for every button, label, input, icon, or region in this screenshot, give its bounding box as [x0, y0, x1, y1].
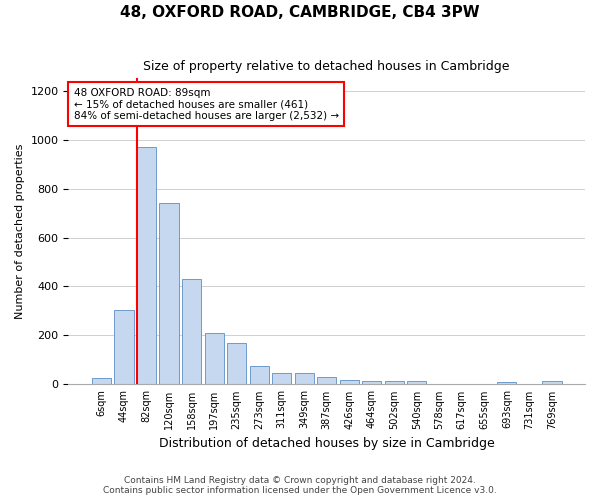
Bar	[295, 372, 314, 384]
Bar	[182, 279, 201, 384]
Bar	[160, 203, 179, 384]
Bar	[137, 147, 156, 384]
Bar	[115, 310, 134, 384]
Bar	[317, 377, 336, 384]
Text: 48 OXFORD ROAD: 89sqm
← 15% of detached houses are smaller (461)
84% of semi-det: 48 OXFORD ROAD: 89sqm ← 15% of detached …	[74, 88, 338, 120]
X-axis label: Distribution of detached houses by size in Cambridge: Distribution of detached houses by size …	[159, 437, 494, 450]
Bar	[407, 382, 427, 384]
Bar	[272, 372, 291, 384]
Text: 48, OXFORD ROAD, CAMBRIDGE, CB4 3PW: 48, OXFORD ROAD, CAMBRIDGE, CB4 3PW	[120, 5, 480, 20]
Text: Contains HM Land Registry data © Crown copyright and database right 2024.
Contai: Contains HM Land Registry data © Crown c…	[103, 476, 497, 495]
Bar	[227, 344, 246, 384]
Title: Size of property relative to detached houses in Cambridge: Size of property relative to detached ho…	[143, 60, 510, 73]
Bar	[385, 382, 404, 384]
Bar	[250, 366, 269, 384]
Bar	[92, 378, 111, 384]
Bar	[362, 382, 382, 384]
Bar	[497, 382, 517, 384]
Bar	[542, 382, 562, 384]
Bar	[340, 380, 359, 384]
Y-axis label: Number of detached properties: Number of detached properties	[15, 144, 25, 319]
Bar	[205, 333, 224, 384]
